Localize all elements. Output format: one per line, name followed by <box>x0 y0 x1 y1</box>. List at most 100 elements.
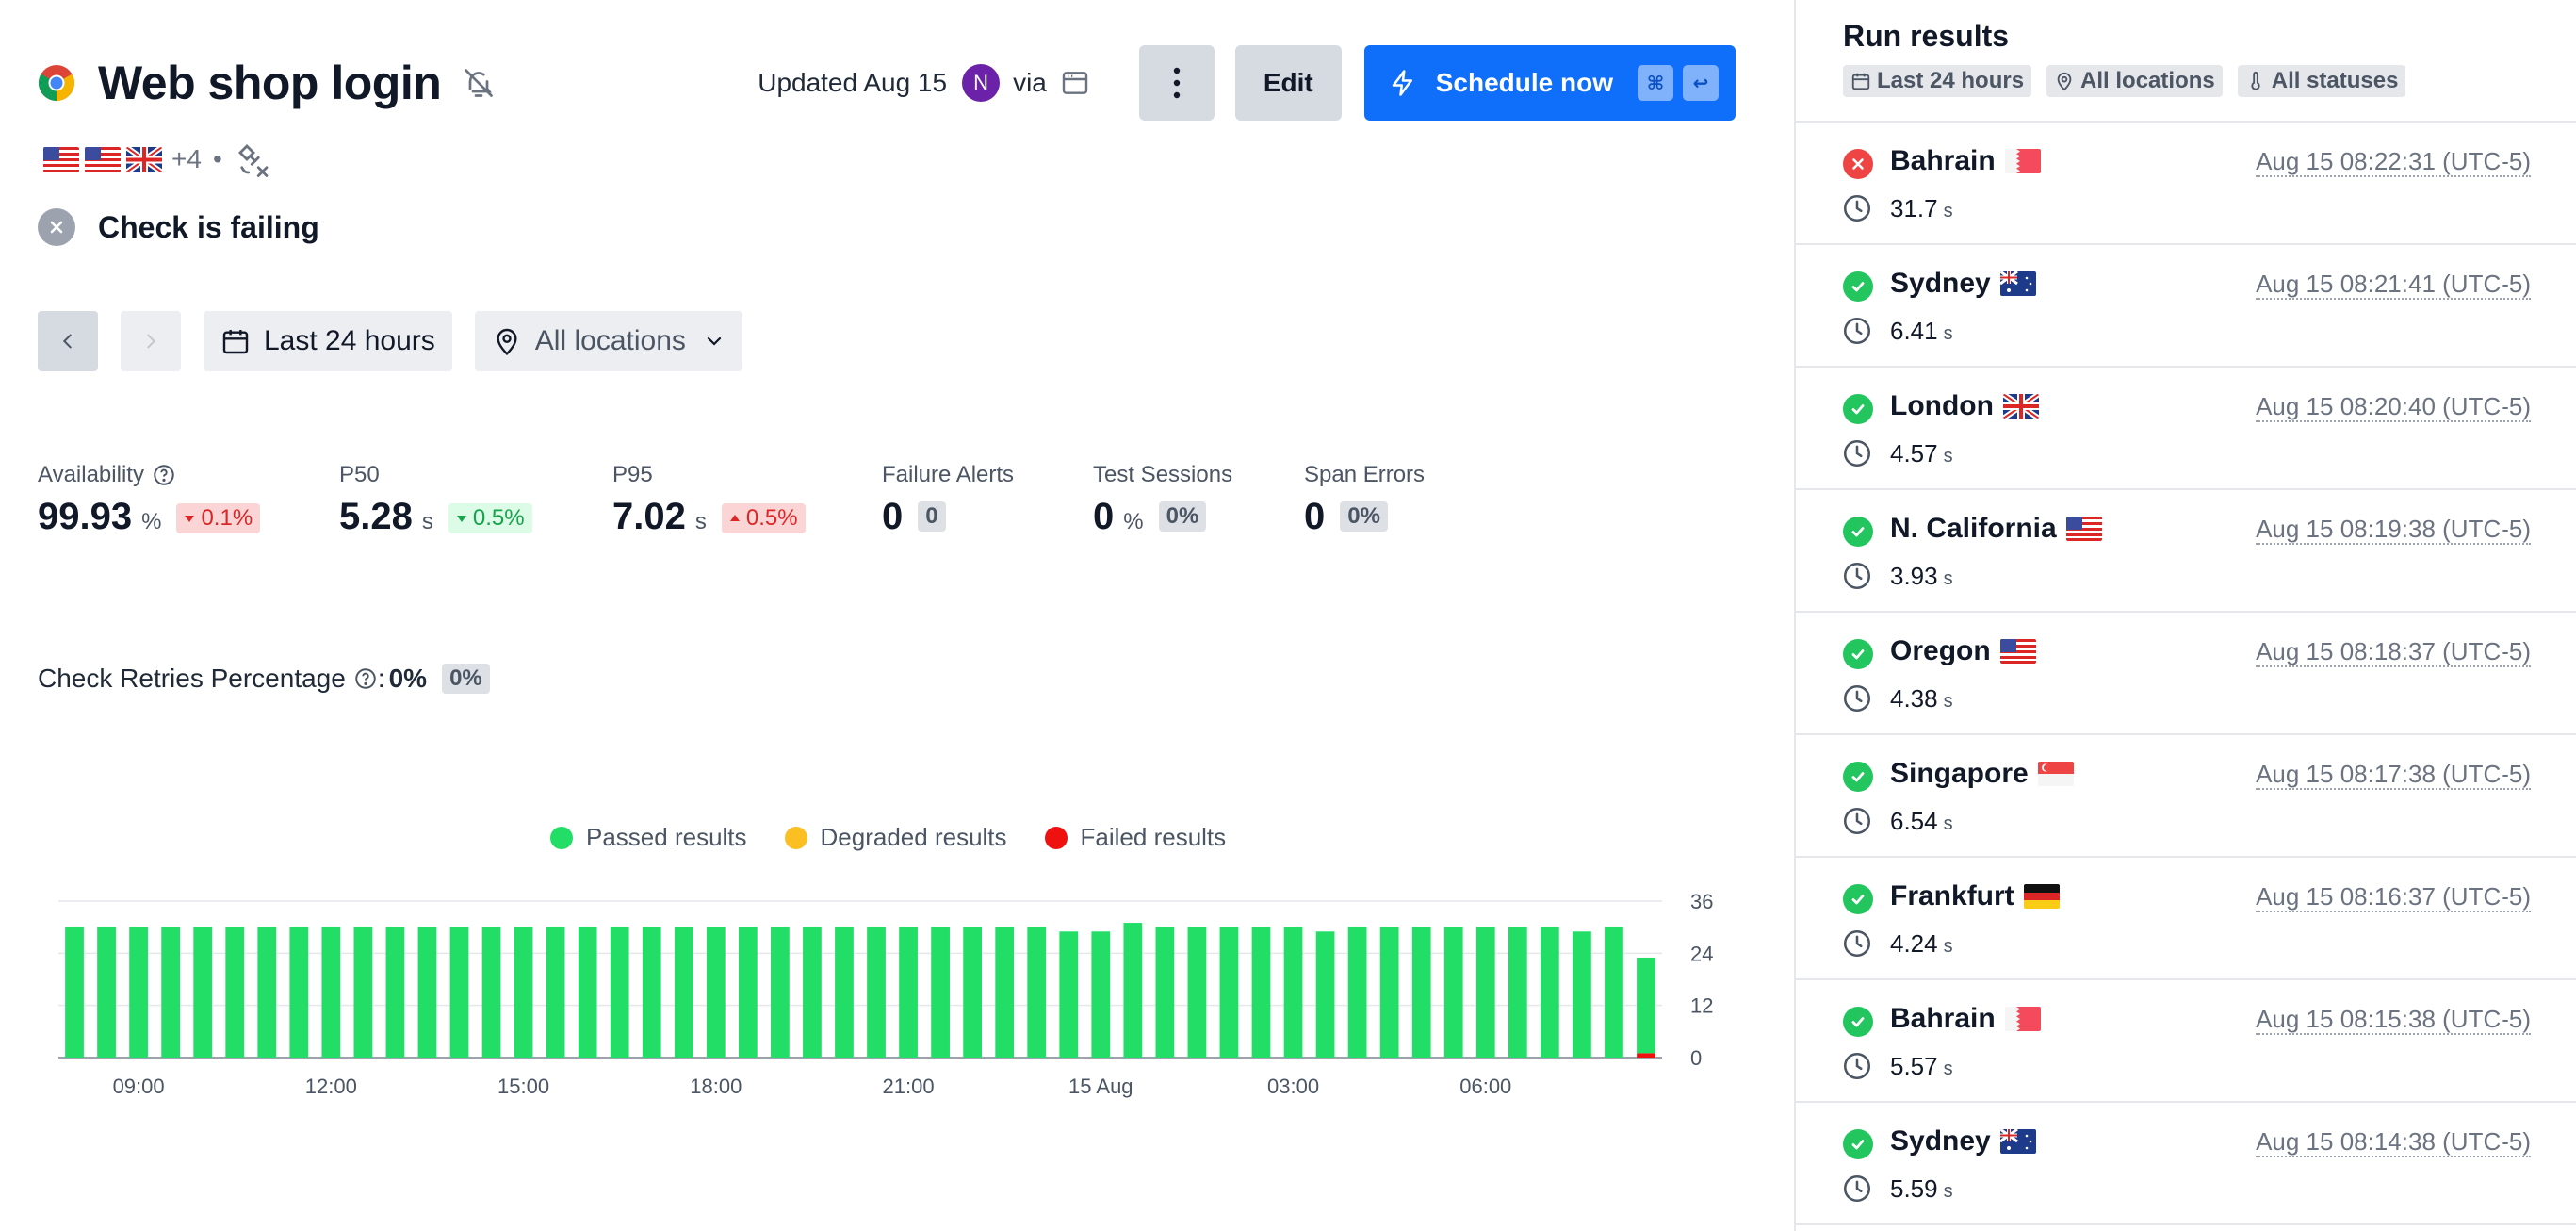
run-timestamp[interactable]: Aug 15 08:22:31 (UTC-5) <box>2256 147 2531 177</box>
run-result-item[interactable]: Frankfurt 4.24 s Aug 15 08:16:37 (UTC-5) <box>1796 858 2576 980</box>
passed-bar[interactable] <box>1379 927 1399 1058</box>
avatar[interactable]: N <box>962 64 1001 102</box>
passed-bar[interactable] <box>706 927 726 1058</box>
run-result-item[interactable]: N. California 3.93 s Aug 15 08:19:38 (UTC-5… <box>1796 490 2576 613</box>
help-icon[interactable] <box>353 666 378 691</box>
run-duration-unit: s <box>1943 936 1953 957</box>
retries-label: Check Retries Percentage <box>38 664 346 693</box>
passed-bar[interactable] <box>1251 927 1271 1058</box>
passed-bar[interactable] <box>674 927 693 1058</box>
passed-bar[interactable] <box>321 927 341 1058</box>
more-locations-count[interactable]: +4 <box>171 144 202 173</box>
passed-bar[interactable] <box>1155 927 1175 1058</box>
passed-bar[interactable] <box>353 927 373 1058</box>
passed-bar[interactable] <box>481 927 501 1058</box>
browser-window-icon <box>1062 72 1088 94</box>
run-result-item[interactable]: Sydney 5.59 s Aug 15 08:14:38 (UTC-5) <box>1796 1103 2576 1225</box>
passed-bar[interactable] <box>257 927 277 1058</box>
location-select[interactable]: All locations <box>474 311 742 371</box>
run-result-item[interactable]: Bahrain 31.7 s Aug 15 08:22:31 (UTC-5) <box>1796 123 2576 245</box>
passed-bar[interactable] <box>642 927 661 1058</box>
more-options-button[interactable] <box>1138 45 1215 121</box>
passed-bar[interactable] <box>193 927 213 1058</box>
run-timestamp[interactable]: Aug 15 08:19:38 (UTC-5) <box>2256 515 2531 545</box>
metric-value-row: 0 % 0% <box>1093 496 1304 538</box>
schedule-now-button[interactable]: Schedule now ⌘ ↩ <box>1363 45 1736 121</box>
passed-bar[interactable] <box>738 927 758 1058</box>
passed-bar[interactable] <box>449 927 469 1058</box>
legend-passed[interactable]: Passed results <box>550 823 747 852</box>
legend-degraded[interactable]: Degraded results <box>784 823 1007 852</box>
run-results-filters: Last 24 hours All locations All statuses <box>1843 65 2576 97</box>
passed-bar[interactable] <box>1508 927 1527 1058</box>
date-range-select[interactable]: Last 24 hours <box>204 311 452 371</box>
passed-bar[interactable] <box>65 927 84 1058</box>
passed-bar[interactable] <box>97 927 116 1058</box>
passed-bar[interactable] <box>225 927 245 1058</box>
passed-bar[interactable] <box>417 927 437 1058</box>
filter-chip-range[interactable]: Last 24 hours <box>1843 65 2032 97</box>
passed-bar[interactable] <box>289 927 309 1058</box>
passed-bar[interactable] <box>1443 927 1463 1058</box>
edit-button[interactable]: Edit <box>1234 45 1342 121</box>
run-timestamp[interactable]: Aug 15 08:20:40 (UTC-5) <box>2256 392 2531 422</box>
run-result-item[interactable]: Sydney 6.41 s Aug 15 08:21:41 (UTC-5) <box>1796 245 2576 368</box>
passed-bar[interactable] <box>578 927 597 1058</box>
passed-bar[interactable] <box>1219 927 1239 1058</box>
passed-bar[interactable] <box>1605 927 1623 1058</box>
run-result-item[interactable]: Bahrain 5.57 s Aug 15 08:15:38 (UTC-5) <box>1796 980 2576 1103</box>
passed-bar[interactable] <box>1283 927 1303 1058</box>
run-timestamp[interactable]: Aug 15 08:15:38 (UTC-5) <box>2256 1005 2531 1035</box>
failed-bar[interactable] <box>1637 1053 1655 1058</box>
passed-bar[interactable] <box>995 927 1015 1058</box>
metric-label: P50 <box>339 462 380 487</box>
passed-bar[interactable] <box>1637 957 1655 1054</box>
passed-bar[interactable] <box>514 927 533 1058</box>
filter-chip-locations[interactable]: All locations <box>2046 65 2223 97</box>
passed-bar[interactable] <box>546 927 565 1058</box>
metric-label: Failure Alerts <box>882 462 1015 487</box>
run-timestamp[interactable]: Aug 15 08:17:38 (UTC-5) <box>2256 760 2531 790</box>
help-icon[interactable] <box>152 463 176 487</box>
run-timestamp[interactable]: Aug 15 08:21:41 (UTC-5) <box>2256 270 2531 300</box>
run-result-item[interactable]: London 4.57 s Aug 15 08:20:40 (UTC-5) <box>1796 368 2576 490</box>
passed-bar[interactable] <box>1059 931 1079 1058</box>
run-timestamp[interactable]: Aug 15 08:18:37 (UTC-5) <box>2256 637 2531 667</box>
passed-bar[interactable] <box>771 927 790 1058</box>
x-tick-label: 09:00 <box>113 1075 165 1098</box>
passed-bar[interactable] <box>610 927 629 1058</box>
passed-bar[interactable] <box>1475 927 1495 1058</box>
passed-bar[interactable] <box>129 927 148 1058</box>
passed-bar[interactable] <box>1573 931 1591 1058</box>
previous-period-button[interactable] <box>38 311 98 371</box>
passed-bar[interactable] <box>899 927 918 1058</box>
passed-bar[interactable] <box>803 927 822 1058</box>
passed-bar[interactable] <box>835 927 854 1058</box>
passed-bar[interactable] <box>1347 927 1367 1058</box>
next-period-button[interactable] <box>121 311 181 371</box>
passed-bar[interactable] <box>1091 931 1111 1058</box>
passed-bar[interactable] <box>1187 927 1207 1058</box>
run-timestamp[interactable]: Aug 15 08:14:38 (UTC-5) <box>2256 1127 2531 1157</box>
passed-bar[interactable] <box>1123 923 1143 1058</box>
passed-bar[interactable] <box>1540 927 1559 1058</box>
passed-bar[interactable] <box>867 927 886 1058</box>
filter-chip-statuses[interactable]: All statuses <box>2237 65 2406 97</box>
run-duration-unit: s <box>1943 201 1953 222</box>
passed-bar[interactable] <box>931 927 950 1058</box>
run-timestamp[interactable]: Aug 15 08:16:37 (UTC-5) <box>2256 882 2531 912</box>
passed-bar[interactable] <box>1411 927 1431 1058</box>
passed-bar[interactable] <box>963 927 983 1058</box>
passed-bar[interactable] <box>385 927 405 1058</box>
passed-bar[interactable] <box>1027 927 1047 1058</box>
run-result-item[interactable]: Singapore 6.54 s Aug 15 08:17:38 (UTC-5) <box>1796 735 2576 858</box>
legend-failed[interactable]: Failed results <box>1044 823 1226 852</box>
muted-bell-icon[interactable] <box>462 66 496 100</box>
updated-text: Updated Aug 15 <box>758 68 948 97</box>
run-result-item[interactable]: Oregon 4.38 s Aug 15 08:18:37 (UTC-5) <box>1796 613 2576 735</box>
passed-bar[interactable] <box>1315 931 1335 1058</box>
passed-bar[interactable] <box>161 927 181 1058</box>
metric-failure-alerts: Failure Alerts 0 0 <box>882 462 1093 539</box>
chevron-down-icon <box>707 336 721 346</box>
results-bar-chart[interactable]: 0 12 24 36 09:00 12:00 15:00 18:00 21:00 15 Aug 03… <box>0 877 1794 1112</box>
